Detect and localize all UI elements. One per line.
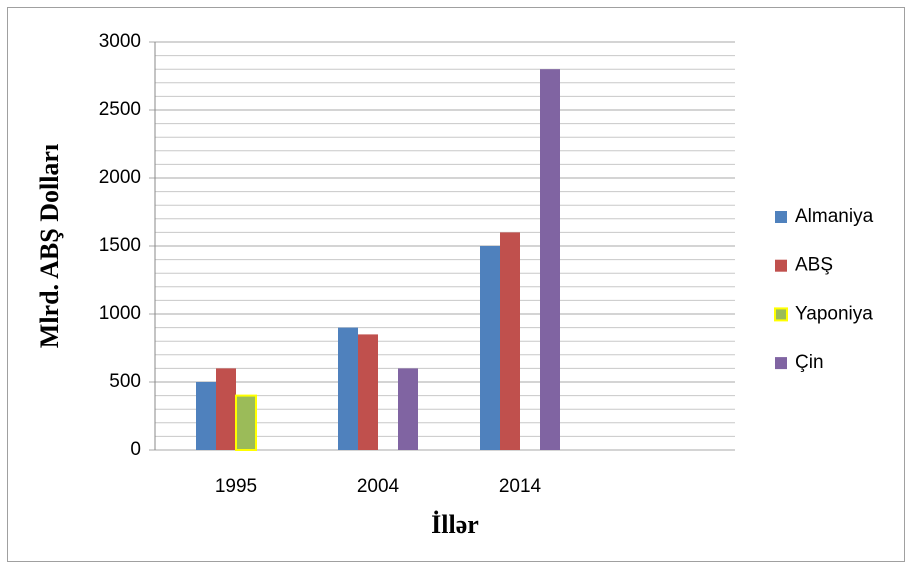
y-tick-label: 1000 bbox=[99, 303, 141, 324]
legend-label: Yaponiya bbox=[795, 303, 873, 324]
y-tick-label: 1500 bbox=[99, 235, 141, 256]
bar bbox=[196, 382, 216, 450]
y-axis-title: Mlrd. ABŞ Dolları bbox=[35, 144, 64, 348]
bar bbox=[500, 232, 520, 450]
x-axis-title: İllər bbox=[431, 510, 479, 539]
x-tick-label: 1995 bbox=[215, 476, 257, 497]
bar bbox=[398, 368, 418, 450]
bar bbox=[480, 246, 500, 450]
y-tick-label: 3000 bbox=[99, 31, 141, 52]
x-tick-label: 2014 bbox=[499, 476, 542, 497]
legend-label: Çin bbox=[795, 352, 824, 373]
legend-label: ABŞ bbox=[795, 255, 833, 276]
bar bbox=[358, 334, 378, 450]
legend-swatch bbox=[775, 259, 787, 272]
bar bbox=[540, 69, 560, 450]
y-tick-label: 0 bbox=[130, 439, 141, 460]
legend-swatch bbox=[775, 357, 787, 370]
y-tick-label: 500 bbox=[109, 371, 141, 392]
legend-swatch bbox=[774, 307, 788, 322]
y-tick-label: 2500 bbox=[99, 99, 141, 120]
bar bbox=[216, 368, 236, 450]
bar bbox=[235, 394, 257, 452]
x-tick-label: 2004 bbox=[357, 476, 400, 497]
bar bbox=[338, 327, 358, 450]
legend-label: Almaniya bbox=[795, 206, 874, 227]
legend-swatch bbox=[775, 211, 787, 223]
y-tick-label: 2000 bbox=[99, 167, 141, 188]
chart-border bbox=[7, 7, 905, 562]
